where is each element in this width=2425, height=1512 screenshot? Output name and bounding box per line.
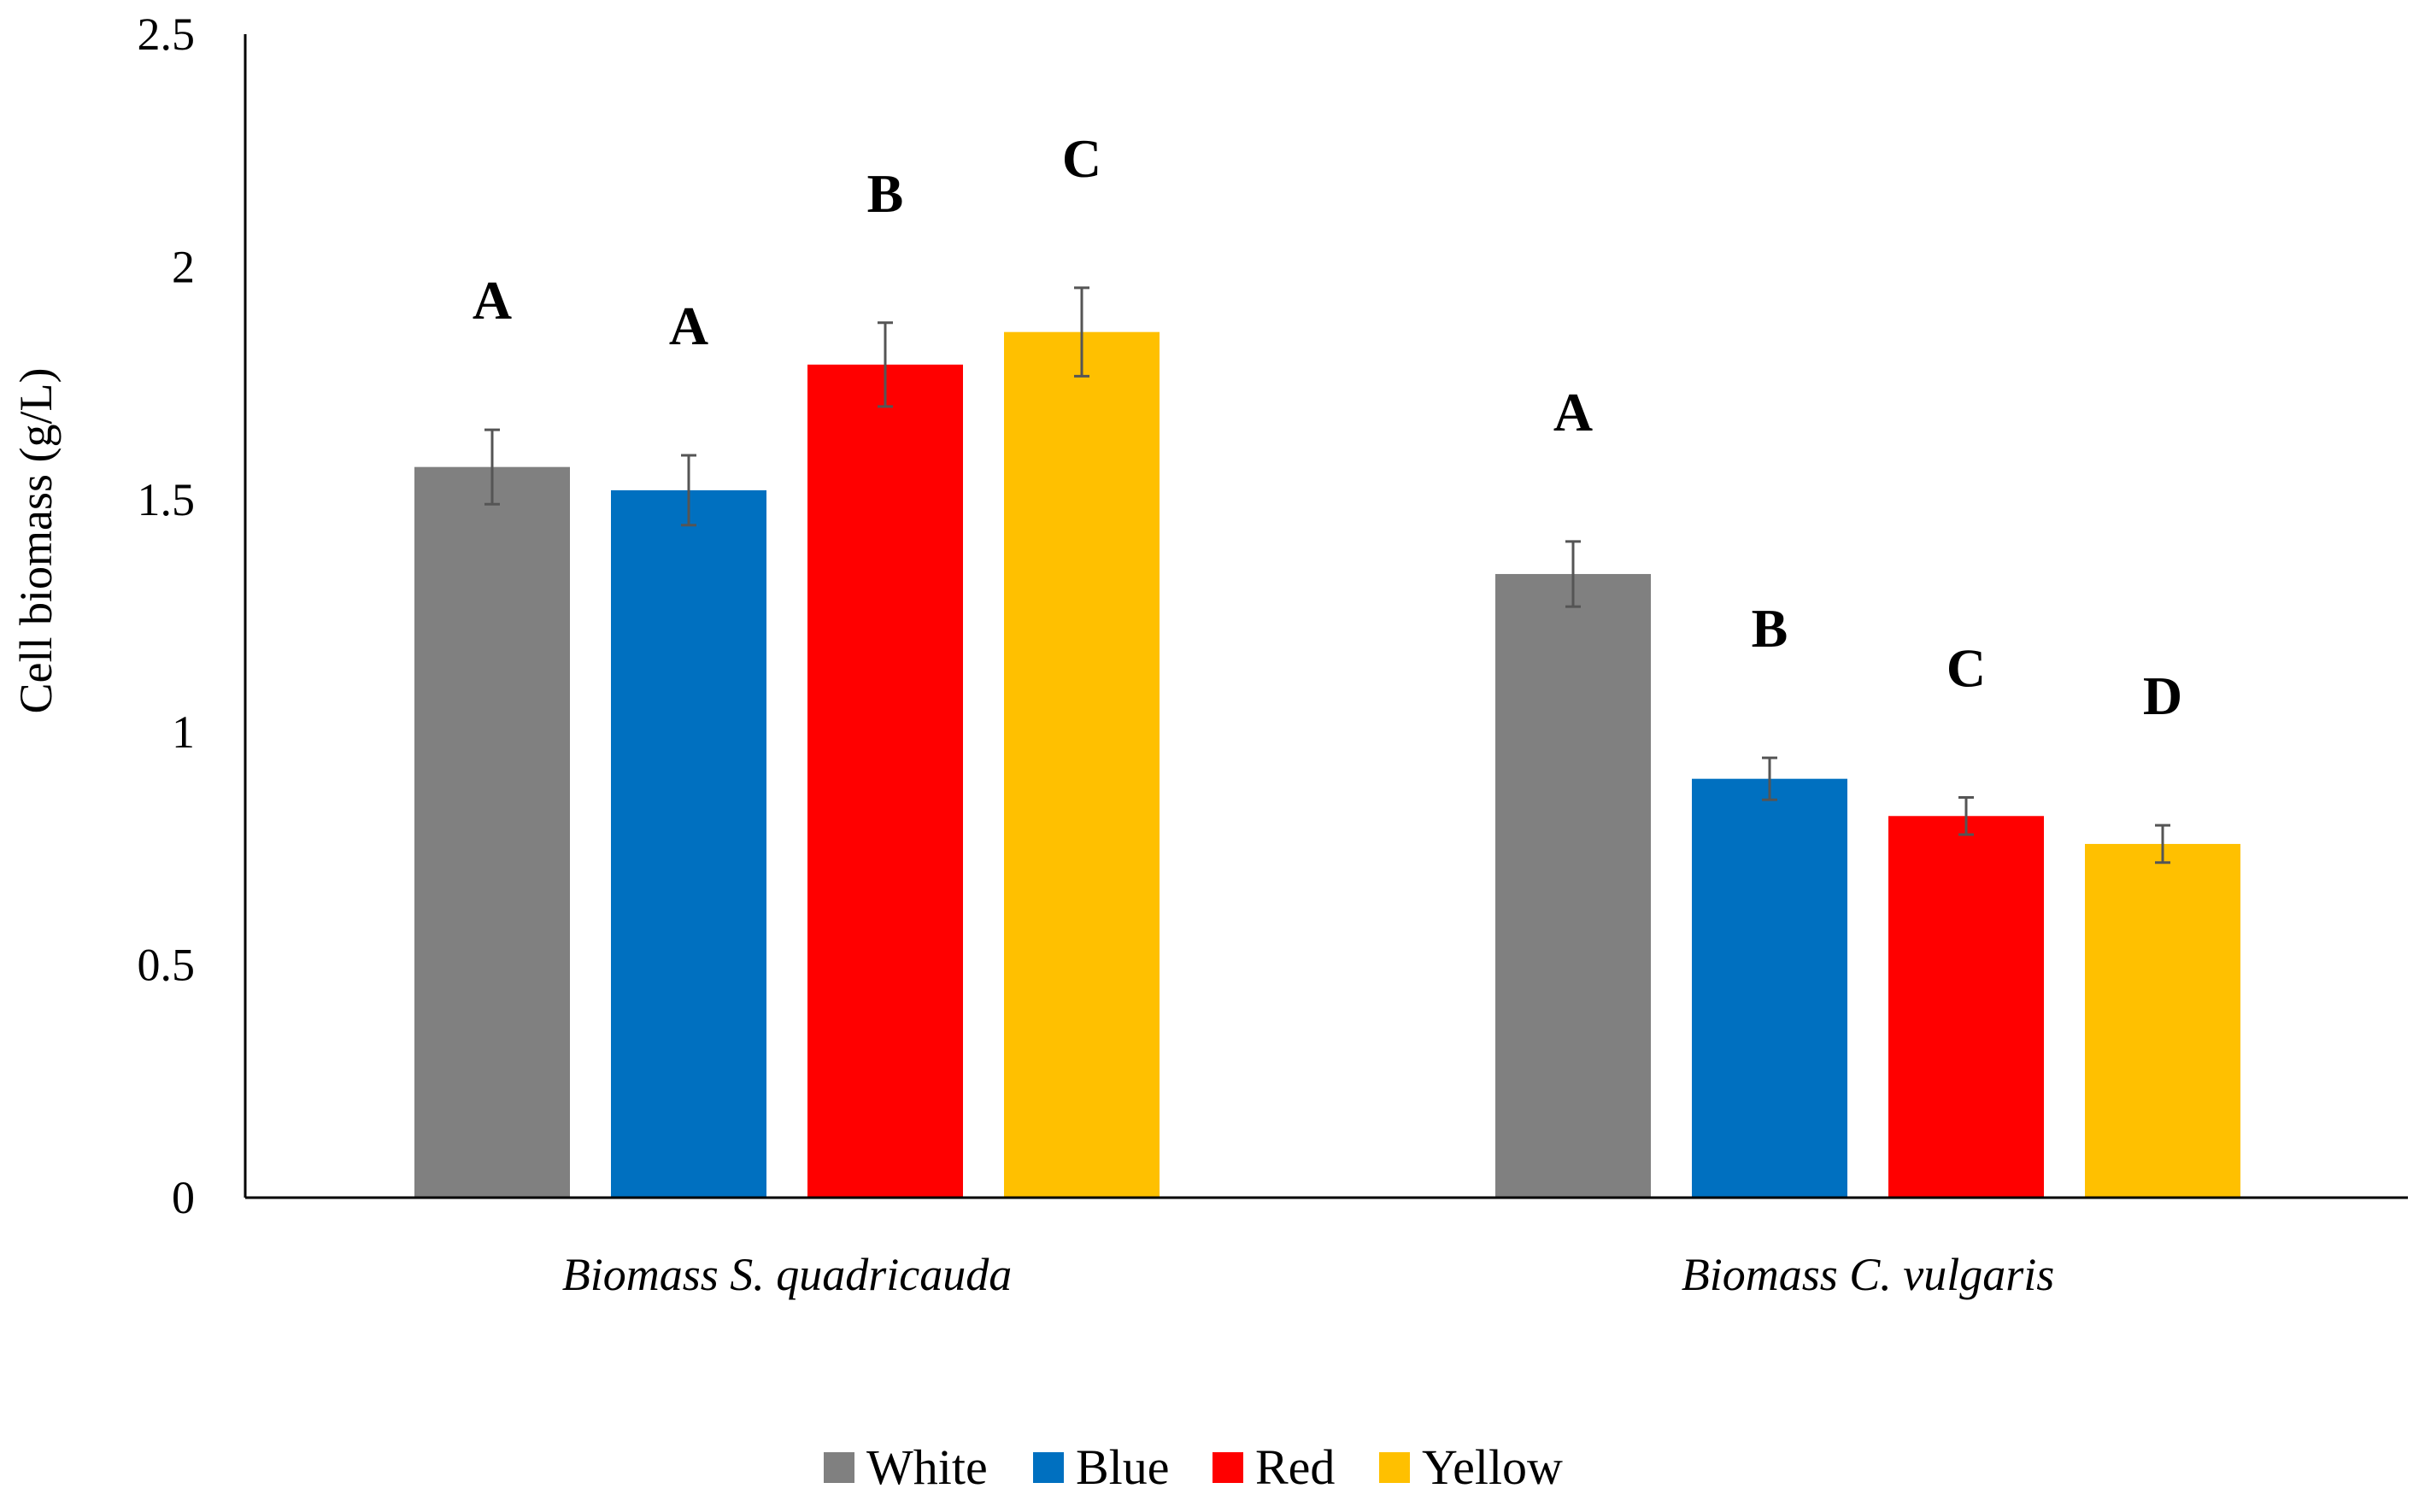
y-tick-label: 0.5 — [138, 940, 196, 991]
bar-white-1 — [414, 466, 570, 1198]
legend-label: Red — [1255, 1439, 1335, 1495]
bar-red-1 — [807, 364, 963, 1198]
y-axis-label: Cell biomass (g/L) — [10, 368, 62, 714]
significance-label: B — [1752, 598, 1788, 659]
error-bar-red-2 — [1958, 795, 1974, 836]
significance-labels-group: A A B C A B C D — [473, 128, 2182, 726]
bars-group — [414, 331, 2240, 1198]
legend-item-red: Red — [1212, 1439, 1335, 1495]
y-tick-label: 2 — [172, 241, 195, 292]
significance-label: A — [1553, 382, 1593, 442]
bar-blue-1 — [611, 489, 766, 1198]
significance-label: B — [867, 163, 904, 224]
legend-label: Blue — [1076, 1439, 1170, 1495]
y-tick-label: 0 — [172, 1172, 195, 1223]
legend-swatch — [1212, 1452, 1243, 1483]
error-bar-yellow-1 — [1074, 286, 1089, 378]
legend-swatch — [1033, 1452, 1064, 1483]
legend-item-blue: Blue — [1033, 1439, 1170, 1495]
significance-label: C — [1946, 637, 1986, 698]
y-tick-label: 1.5 — [138, 474, 196, 525]
x-category-label: Biomass S. quadricauda — [562, 1249, 1013, 1300]
error-bar-white-2 — [1565, 540, 1581, 608]
legend-item-yellow: Yellow — [1379, 1439, 1563, 1495]
bar-white-2 — [1495, 573, 1651, 1198]
legend: White Blue Red Yellow — [824, 1439, 1563, 1495]
legend-swatch — [824, 1452, 854, 1483]
legend-item-white: White — [824, 1439, 988, 1495]
legend-swatch — [1379, 1452, 1410, 1483]
error-bars-group — [484, 286, 2170, 864]
bar-yellow-2 — [2085, 843, 2240, 1198]
error-bar-white-1 — [484, 428, 500, 506]
x-category-label: Biomass C. vulgaris — [1682, 1249, 2055, 1300]
significance-label: A — [473, 270, 512, 331]
category-labels: Biomass S. quadricauda Biomass C. vulgari… — [562, 1249, 2055, 1300]
error-bar-yellow-2 — [2155, 823, 2170, 864]
error-bar-blue-2 — [1762, 756, 1777, 801]
error-bar-red-1 — [878, 321, 893, 408]
significance-label: A — [669, 296, 708, 356]
error-bar-blue-1 — [681, 454, 696, 527]
bar-yellow-1 — [1004, 331, 1160, 1198]
y-axis-ticks: 0 0.5 1 1.5 2 2.5 — [138, 9, 196, 1223]
bar-blue-2 — [1692, 778, 1847, 1198]
bar-red-2 — [1888, 816, 2044, 1198]
legend-label: White — [866, 1439, 988, 1495]
y-tick-label: 2.5 — [138, 9, 196, 60]
legend-label: Yellow — [1422, 1439, 1563, 1495]
significance-label: C — [1062, 128, 1101, 189]
significance-label: D — [2143, 665, 2182, 726]
y-tick-label: 1 — [172, 706, 195, 758]
